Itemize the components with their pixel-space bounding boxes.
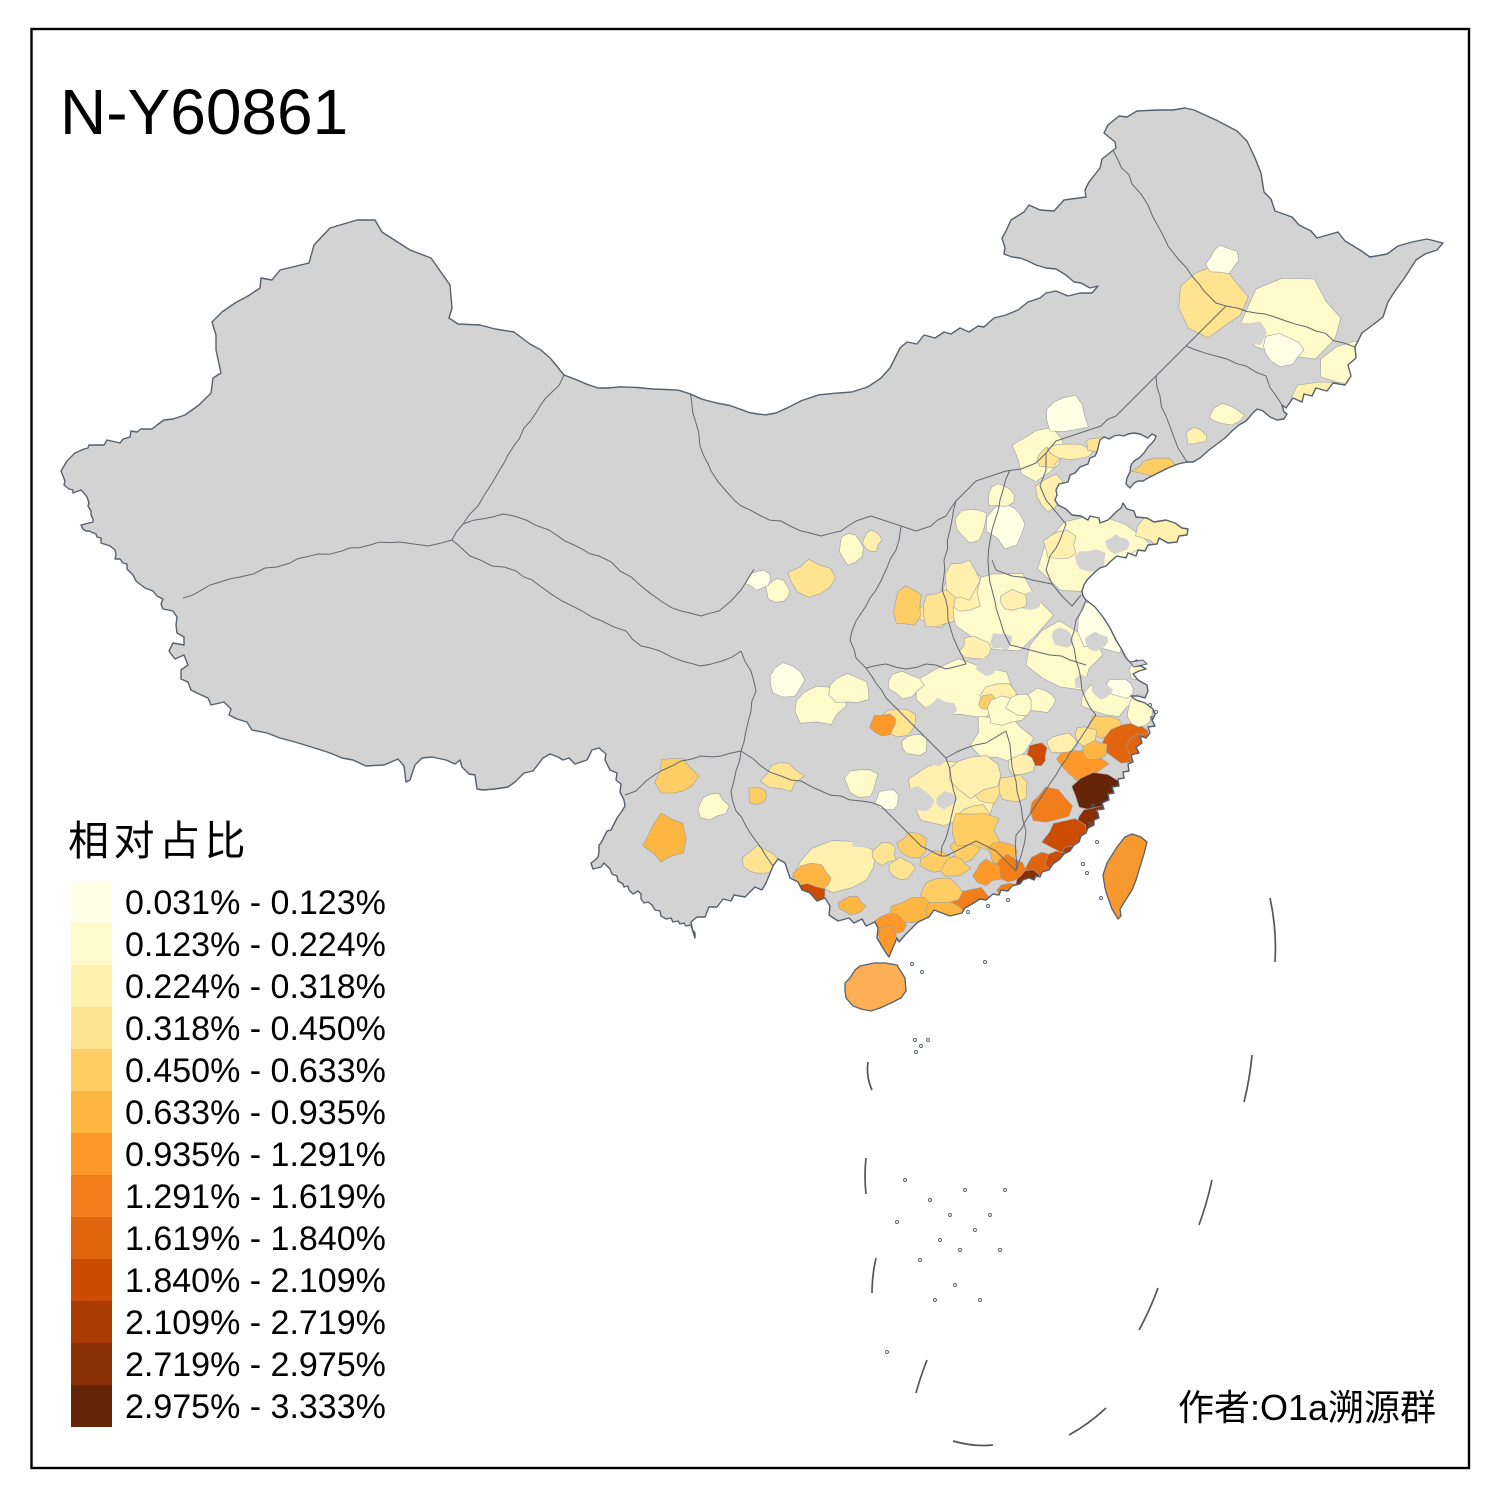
- svg-text:0.123% - 0.224%: 0.123% - 0.224%: [125, 926, 386, 964]
- svg-text:2.719% - 2.975%: 2.719% - 2.975%: [125, 1346, 386, 1384]
- svg-text:0.633% - 0.935%: 0.633% - 0.935%: [125, 1094, 386, 1132]
- svg-text:1.840% - 2.109%: 1.840% - 2.109%: [125, 1262, 386, 1300]
- svg-text:1.619% - 1.840%: 1.619% - 1.840%: [125, 1220, 386, 1258]
- svg-text:2.975% - 3.333%: 2.975% - 3.333%: [125, 1388, 386, 1426]
- svg-text:0.318% - 0.450%: 0.318% - 0.450%: [125, 1010, 386, 1048]
- svg-text:1.291% - 1.619%: 1.291% - 1.619%: [125, 1178, 386, 1216]
- svg-text:2.109% - 2.719%: 2.109% - 2.719%: [125, 1304, 386, 1342]
- svg-text:作者:O1a溯源群: 作者:O1a溯源群: [1178, 1387, 1436, 1428]
- svg-text:0.224% - 0.318%: 0.224% - 0.318%: [125, 968, 386, 1006]
- svg-text:N-Y60861: N-Y60861: [60, 76, 348, 148]
- svg-text:0.031% - 0.123%: 0.031% - 0.123%: [125, 884, 386, 922]
- svg-text:0.450% - 0.633%: 0.450% - 0.633%: [125, 1052, 386, 1090]
- svg-text:相对占比: 相对占比: [68, 818, 250, 864]
- svg-text:0.935% - 1.291%: 0.935% - 1.291%: [125, 1136, 386, 1174]
